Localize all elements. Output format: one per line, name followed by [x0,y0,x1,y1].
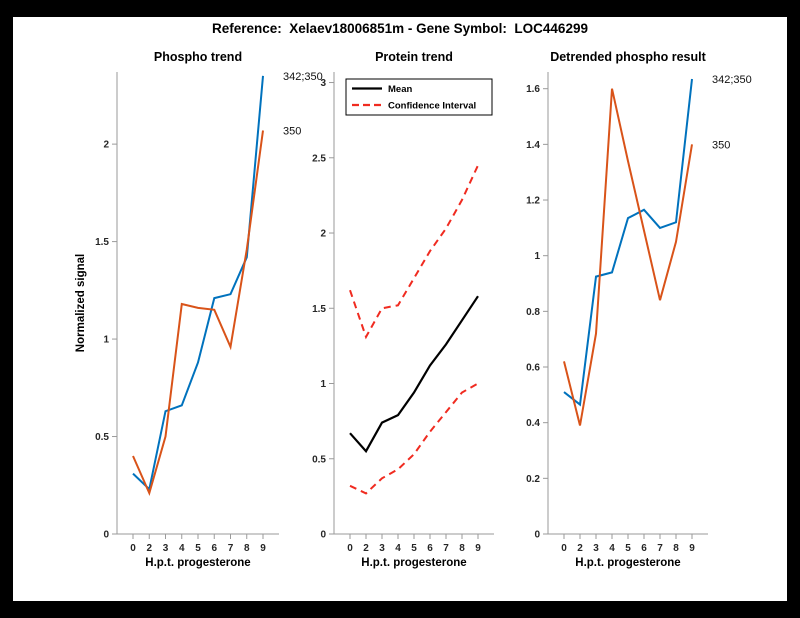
series-end-label: 350 [712,139,730,151]
y-tick-label: 0.2 [526,474,540,485]
x-tick-label: 8 [244,543,250,554]
y-tick-label: 1 [103,335,109,346]
legend-label: Mean [388,84,412,95]
y-tick-label: 0.5 [95,432,109,443]
x-tick-label: 4 [395,543,401,554]
axis-spines [116,72,279,535]
x-tick-label: 7 [657,543,663,554]
series-end-label: 342;350 [712,74,752,86]
panel-title: Protein trend [375,50,453,64]
panel-title: Phospho trend [154,50,242,64]
x-axis-label: H.p.t. progesterone [361,557,466,569]
y-tick-label: 2.5 [312,153,326,164]
x-tick-label: 6 [211,543,217,554]
y-tick-label: 1.5 [312,304,326,315]
y-tick-label: 1.5 [95,237,109,248]
y-tick-label: 2 [320,229,326,240]
y-tick-label: 3 [320,78,326,89]
series-line-mean [349,295,479,454]
x-tick-label: 5 [195,543,201,554]
series-end-label: 350 [283,125,301,137]
x-tick-label: 6 [427,543,433,554]
series-line-confidence-interval-upper- [349,164,479,340]
x-tick-label: 9 [475,543,481,554]
x-tick-label: 2 [577,543,583,554]
x-tick-label: 8 [673,543,679,554]
legend-box [345,78,493,116]
x-tick-label: 6 [641,543,647,554]
x-tick-label: 3 [163,543,169,554]
y-axis-label: Normalized signal [75,254,87,352]
y-tick-label: 2 [103,140,109,151]
y-tick-label: 0.8 [526,307,540,318]
y-tick-label: 0.5 [312,454,326,465]
matlab-figure: Reference: Xelaev18006851m - Gene Symbol… [13,17,787,601]
y-tick-label: 0.6 [526,363,540,374]
y-tick-label: 0.4 [526,418,540,429]
x-tick-label: 7 [228,543,234,554]
series-end-label: 342;350 [283,71,323,83]
series-line-350 [132,130,264,497]
figure-title: Reference: Xelaev18006851m - Gene Symbol… [212,21,588,36]
y-tick-label: 1.2 [526,196,540,207]
x-axis-label: H.p.t. progesterone [575,557,680,569]
series-line-confidence-interval-lower- [349,382,479,495]
x-tick-label: 4 [609,543,615,554]
x-tick-label: 7 [443,543,449,554]
x-tick-label: 5 [411,543,417,554]
x-tick-label: 5 [625,543,631,554]
y-tick-label: 0 [534,530,540,541]
y-tick-label: 1.6 [526,84,540,95]
panel-detrended-phospho-result: 00.20.40.60.811.21.41.60 2 3 4 5 6 7 8 9H.p.t. p… [526,50,752,569]
panel-protein-trend: 00.511.522.530 2 3 4 5 6 7 8 9H.p.t. progesteron… [312,50,494,569]
x-tick-label: 8 [459,543,465,554]
axis-spines [333,72,494,535]
x-tick-label: 0 [347,543,353,554]
series-line-342-350 [563,78,693,407]
x-tick-label: 2 [146,543,152,554]
panel-phospho-trend: 00.511.520 2 3 4 5 6 7 8 9H.p.t. progesteronePho… [75,50,323,569]
x-tick-label: 3 [593,543,599,554]
x-tick-label: 2 [363,543,369,554]
y-tick-label: 1 [320,379,326,390]
x-tick-label: 0 [130,543,136,554]
x-tick-label: 9 [689,543,695,554]
x-tick-label: 4 [179,543,185,554]
y-tick-label: 1 [534,251,540,262]
x-tick-label: 9 [260,543,266,554]
x-axis-label: H.p.t. progesterone [145,557,250,569]
x-tick-label: 0 [561,543,567,554]
y-tick-label: 1.4 [526,140,540,151]
x-tick-label: 3 [379,543,385,554]
axis-spines [547,72,708,535]
legend-label: Confidence Interval [388,101,476,112]
panel-title: Detrended phospho result [550,50,706,64]
chart-canvas: 00.511.520 2 3 4 5 6 7 8 9H.p.t. progesteronePho… [75,50,752,569]
series-line-342-350 [132,75,264,492]
legend: Mean Confidence Interval [345,78,493,116]
y-tick-label: 0 [103,530,109,541]
y-tick-label: 0 [320,530,326,541]
series-line-350 [563,88,693,426]
